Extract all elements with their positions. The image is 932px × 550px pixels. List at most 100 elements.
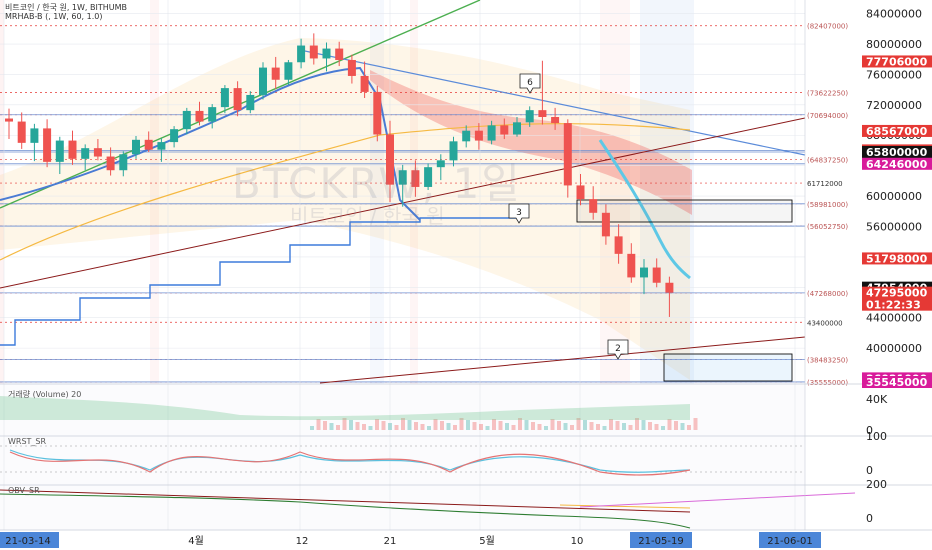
- candle: [487, 120, 496, 145]
- candle-body: [43, 128, 52, 162]
- volume-bar: [433, 419, 438, 430]
- volume-bar: [420, 424, 425, 430]
- candle-body: [474, 130, 483, 141]
- candle: [132, 136, 140, 159]
- indicator-header[interactable]: MRHAB-B (, 1W, 60, 1.0): [5, 12, 103, 21]
- volume-axis-tick[interactable]: 40K: [866, 393, 888, 406]
- candle: [68, 130, 77, 165]
- price-axis-tick[interactable]: 44000000: [866, 312, 922, 325]
- date-axis-tick[interactable]: 5월: [479, 535, 495, 547]
- candle-body: [665, 282, 674, 293]
- volume-axis-tick[interactable]: 0: [866, 424, 873, 437]
- obv-magenta-line: [579, 492, 856, 508]
- candle: [347, 54, 356, 84]
- obv-pane-label[interactable]: OBV_SR: [8, 486, 40, 495]
- candle-body: [259, 67, 267, 95]
- volume-pane-label[interactable]: 거래량 (Volume) 20: [8, 390, 82, 399]
- volume-bar: [576, 418, 581, 430]
- volume-bar: [446, 423, 451, 430]
- candle: [195, 101, 204, 126]
- price-tag-bg: [862, 55, 932, 68]
- candle-body: [360, 75, 369, 92]
- volume-bar: [524, 420, 529, 430]
- callout-bubble: [607, 339, 629, 360]
- price-axis-tick[interactable]: 60000000: [866, 190, 922, 203]
- obv-axis-tick[interactable]: 200: [866, 478, 887, 491]
- rsi-pane-label[interactable]: WRST_SR: [8, 437, 47, 446]
- volume-bar: [479, 424, 483, 430]
- candle: [474, 123, 483, 150]
- candle: [652, 258, 661, 288]
- candle-body: [309, 45, 318, 59]
- obv-axis-tick[interactable]: 0: [866, 512, 873, 525]
- level-label: (58981000): [807, 201, 848, 209]
- rsi-signal-line: [9, 451, 691, 476]
- date-axis-tick[interactable]: 10: [571, 536, 584, 547]
- candle-body: [640, 267, 648, 278]
- candle: [373, 85, 382, 142]
- price-axis-tick[interactable]: 76000000: [866, 68, 922, 81]
- volume-bar: [427, 426, 431, 430]
- candle-body: [132, 139, 140, 155]
- candle: [627, 243, 636, 283]
- callout-bubble: [519, 73, 541, 94]
- candle: [170, 126, 179, 148]
- volume-bar: [381, 421, 386, 430]
- volume-bar: [401, 418, 405, 430]
- volume-bar: [394, 425, 399, 430]
- price-tag: 77706000: [862, 55, 932, 68]
- candle-body: [614, 236, 623, 254]
- price-axis-tick[interactable]: 84000000: [866, 8, 922, 21]
- price-tag-bg: [862, 286, 932, 311]
- candle: [424, 163, 433, 190]
- date-axis-tick[interactable]: 21-05-19: [638, 536, 683, 547]
- price-tag-bg: [862, 157, 932, 170]
- candle-body: [17, 121, 26, 143]
- candle-body: [449, 141, 458, 161]
- date-axis-tick[interactable]: 21-03-14: [5, 536, 50, 547]
- candle-body: [93, 148, 102, 157]
- price-tag-value: 47295000: [866, 287, 928, 300]
- price-axis-tick[interactable]: 40000000: [866, 342, 922, 355]
- level-label: (35555000): [807, 379, 848, 387]
- level-label: (64837250): [807, 156, 848, 164]
- candle-body: [424, 167, 433, 187]
- candle: [538, 60, 547, 125]
- candle-body: [462, 130, 471, 142]
- price-axis-tick[interactable]: 80000000: [866, 38, 922, 51]
- candle-body: [208, 107, 217, 122]
- candle-body: [5, 118, 13, 122]
- candle: [55, 136, 64, 175]
- cyan-ma-line: [598, 139, 691, 280]
- price-tag-bg: [862, 145, 932, 158]
- candle-body: [195, 110, 204, 122]
- volume-bar: [550, 419, 555, 430]
- candle-body: [335, 48, 344, 60]
- lower-maroon-trendline: [319, 336, 806, 384]
- volume-bar: [635, 418, 639, 430]
- price-tag-value: 68567000: [866, 125, 928, 138]
- date-axis-tick[interactable]: 12: [296, 536, 309, 547]
- level-label: (38483250): [807, 357, 848, 365]
- rsi-axis-tick[interactable]: 100: [866, 430, 887, 443]
- candle: [640, 259, 648, 295]
- price-tag-bg: [862, 252, 932, 265]
- date-axis-tick[interactable]: 21: [384, 536, 397, 547]
- date-axis[interactable]: 21-03-14 4월 12 21 5월 10 21-05-19 21-06-01: [0, 529, 932, 550]
- resistance-zone-box: [576, 199, 793, 223]
- volume-bar: [375, 419, 379, 430]
- callout-number: 6: [527, 78, 533, 88]
- blue-trendline: [299, 49, 806, 156]
- volume-bar: [667, 419, 672, 430]
- price-axis-tick[interactable]: 72000000: [866, 99, 922, 112]
- date-axis-tick[interactable]: 4월: [188, 535, 204, 547]
- volume-bar: [342, 418, 347, 430]
- price-axis-tick[interactable]: 56000000: [866, 220, 922, 233]
- candles: [5, 33, 674, 317]
- rsi-axis-tick[interactable]: 0: [866, 464, 873, 477]
- symbol-header[interactable]: 비트코인 / 한국 원, 1W, BITHUMB: [5, 3, 128, 12]
- date-axis-tick[interactable]: 21-06-01: [767, 536, 812, 547]
- level-label: (82407000): [807, 23, 848, 31]
